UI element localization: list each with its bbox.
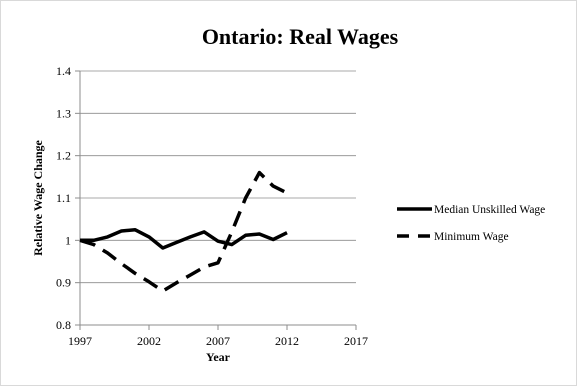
y-tick-label-1: 0.9 (56, 276, 71, 290)
y-tick-label-2: 1 (65, 233, 71, 247)
y-tick-label-3: 1.1 (56, 191, 71, 205)
x-tick-label-0: 1997 (68, 334, 92, 348)
series-line-1 (79, 170, 288, 293)
y-axis-title: Relative Wage Change (31, 139, 45, 255)
chart-title: Ontario: Real Wages (202, 24, 399, 49)
y-tick-label-5: 1.3 (56, 106, 71, 120)
x-tick-label-2: 2007 (206, 334, 230, 348)
y-tick-label-6: 1.4 (56, 64, 71, 78)
legend-label-1: Minimum Wage (434, 231, 509, 243)
series-lines (79, 170, 288, 293)
legend-label-0: Median Unskilled Wage (434, 204, 545, 216)
gridlines (80, 70, 356, 284)
x-axis-ticks: 1997 2002 2007 2012 2017 (68, 325, 368, 348)
x-tick-label-4: 2017 (344, 334, 368, 348)
x-tick-label-1: 2002 (137, 334, 161, 348)
y-tick-label-4: 1.2 (56, 149, 71, 163)
y-axis-ticks: 0.8 0.9 1 1.1 1.2 1.3 1.4 (56, 64, 80, 332)
legend: Median Unskilled Wage Minimum Wage (397, 204, 545, 243)
x-tick-label-3: 2012 (275, 334, 299, 348)
y-tick-label-0: 0.8 (56, 318, 71, 332)
x-axis-title: Year (206, 350, 231, 364)
series-line-0 (80, 228, 288, 250)
